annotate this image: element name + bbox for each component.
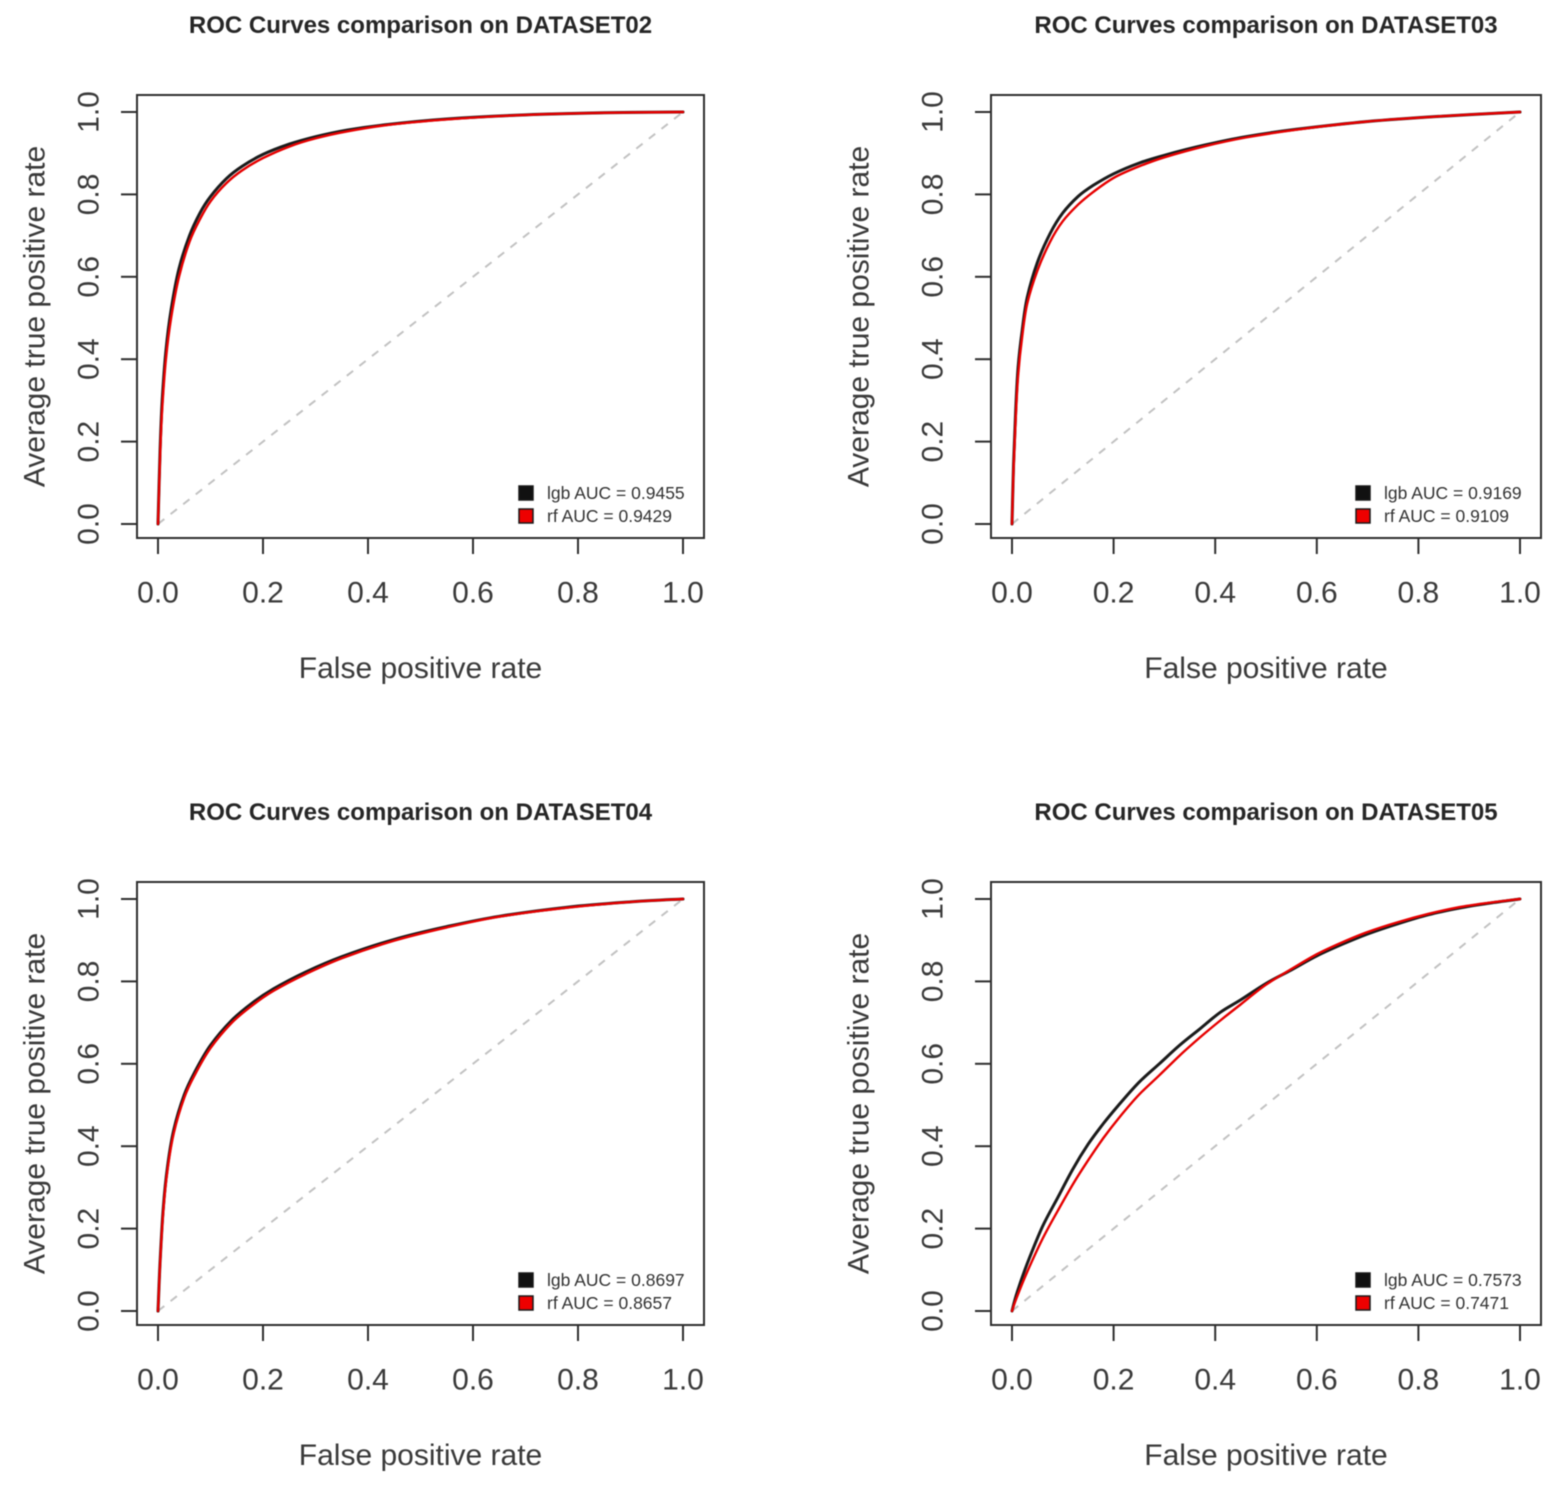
y-tick-label: 0.6 xyxy=(917,1043,950,1085)
plot-title: ROC Curves comparison on DATASET03 xyxy=(1034,12,1497,39)
x-tick-label: 0.4 xyxy=(1194,577,1236,610)
legend-label-rf: rf AUC = 0.8657 xyxy=(547,1293,672,1313)
x-axis-label: False positive rate xyxy=(1144,1439,1387,1472)
y-tick-label: 0.8 xyxy=(73,961,106,1003)
y-tick-label: 0.8 xyxy=(73,174,106,216)
y-axis-label: Average true positive rate xyxy=(843,933,876,1274)
roc-chart-svg-dataset02: 0.0 0.2 0.4 0.6 0.8 1.0 0.0 0.2 0.4 0.6 0.8 1.0 lgb … xyxy=(19,12,705,685)
x-tick-label: 0.6 xyxy=(452,1364,494,1397)
y-tick-label: 0.6 xyxy=(917,256,950,298)
roc-curve-rf xyxy=(1010,110,1522,526)
y-tick-label: 0.2 xyxy=(73,421,106,463)
x-tick-label: 0.2 xyxy=(242,1364,284,1397)
x-tick-label: 1.0 xyxy=(1499,577,1541,610)
x-tick-label: 0.0 xyxy=(137,1364,179,1397)
y-tick-label: 1.0 xyxy=(73,91,106,133)
plot-box xyxy=(990,881,1542,1326)
plot-title: ROC Curves comparison on DATASET02 xyxy=(189,12,652,39)
x-tick-label: 0.2 xyxy=(1093,577,1135,610)
x-tick-label: 1.0 xyxy=(1499,1364,1541,1397)
y-axis-label: Average true positive rate xyxy=(843,146,876,487)
x-tick-label: 0.2 xyxy=(242,577,284,610)
y-tick-label: 0.6 xyxy=(73,1043,106,1085)
plot-dataset02: 0.0 0.2 0.4 0.6 0.8 1.0 0.0 0.2 0.4 0.6 0.8 1.0 lgb … xyxy=(0,0,776,742)
plot-dataset03: 0.0 0.2 0.4 0.6 0.8 1.0 0.0 0.2 0.4 0.6 0.8 1.0 lgb … xyxy=(777,0,1553,742)
roc-curve-rf xyxy=(1010,897,1522,1313)
plot-box xyxy=(990,94,1542,539)
legend-marker-lgb xyxy=(518,1272,534,1288)
plot-box xyxy=(136,881,705,1326)
x-tick-label: 0.2 xyxy=(1093,1364,1135,1397)
y-tick-label: 0.4 xyxy=(917,338,950,380)
x-tick-label: 0.4 xyxy=(1194,1364,1236,1397)
legend-label-rf: rf AUC = 0.9429 xyxy=(547,506,672,526)
plot-dataset05: 0.0 0.2 0.4 0.6 0.8 1.0 0.0 0.2 0.4 0.6 0.8 1.0 lgb … xyxy=(777,743,1553,1485)
legend-marker-rf xyxy=(1355,1295,1371,1311)
legend-marker-lgb xyxy=(1355,1272,1371,1288)
x-tick-label: 0.0 xyxy=(991,577,1033,610)
y-tick-label: 0.4 xyxy=(917,1125,950,1167)
legend-label-lgb: lgb AUC = 0.7573 xyxy=(1384,1270,1522,1290)
y-axis-label: Average true positive rate xyxy=(19,146,52,487)
roc-chart-svg-dataset05: 0.0 0.2 0.4 0.6 0.8 1.0 0.0 0.2 0.4 0.6 0.8 1.0 lgb … xyxy=(843,799,1542,1472)
x-tick-label: 0.8 xyxy=(1398,1364,1440,1397)
x-tick-label: 0.6 xyxy=(1296,1364,1338,1397)
legend-marker-lgb xyxy=(1355,485,1371,501)
x-tick-label: 0.0 xyxy=(137,577,179,610)
y-tick-label: 0.0 xyxy=(73,1290,106,1332)
x-tick-label: 0.8 xyxy=(557,577,599,610)
legend-marker-rf xyxy=(518,508,534,524)
legend-label-lgb: lgb AUC = 0.8697 xyxy=(547,1270,685,1290)
chance-diagonal xyxy=(1011,111,1521,525)
y-tick-label: 0.8 xyxy=(917,174,950,216)
roc-curve-lgb xyxy=(1010,897,1522,1313)
x-axis-label: False positive rate xyxy=(299,1439,542,1472)
y-tick-label: 0.2 xyxy=(73,1208,106,1250)
y-tick-label: 0.8 xyxy=(917,961,950,1003)
roc-curve-rf xyxy=(156,897,685,1313)
x-tick-label: 0.6 xyxy=(452,577,494,610)
legend-marker-rf xyxy=(1355,508,1371,524)
legend-label-rf: rf AUC = 0.7471 xyxy=(1384,1293,1509,1313)
x-tick-label: 0.4 xyxy=(347,1364,389,1397)
y-tick-label: 0.0 xyxy=(917,503,950,545)
x-axis-label: False positive rate xyxy=(1144,652,1387,685)
chance-diagonal xyxy=(1011,898,1521,1312)
x-tick-label: 0.6 xyxy=(1296,577,1338,610)
plot-dataset04: 0.0 0.2 0.4 0.6 0.8 1.0 0.0 0.2 0.4 0.6 0.8 1.0 lgb … xyxy=(0,743,776,1485)
legend-marker-rf xyxy=(518,1295,534,1311)
y-tick-label: 0.0 xyxy=(73,503,106,545)
y-tick-label: 0.2 xyxy=(917,421,950,463)
x-tick-label: 0.4 xyxy=(347,577,389,610)
y-tick-label: 1.0 xyxy=(917,91,950,133)
y-tick-label: 0.4 xyxy=(73,338,106,380)
y-tick-label: 0.6 xyxy=(73,256,106,298)
y-tick-label: 0.2 xyxy=(917,1208,950,1250)
x-tick-label: 1.0 xyxy=(662,1364,704,1397)
roc-curve-rf xyxy=(156,110,685,526)
y-tick-label: 1.0 xyxy=(917,878,950,920)
x-tick-label: 0.0 xyxy=(991,1364,1033,1397)
y-axis-label: Average true positive rate xyxy=(19,933,52,1274)
x-tick-label: 0.8 xyxy=(557,1364,599,1397)
plot-title: ROC Curves comparison on DATASET05 xyxy=(1034,799,1497,826)
roc-chart-svg-dataset04: 0.0 0.2 0.4 0.6 0.8 1.0 0.0 0.2 0.4 0.6 0.8 1.0 lgb … xyxy=(19,799,705,1472)
legend-label-rf: rf AUC = 0.9109 xyxy=(1384,506,1509,526)
y-tick-label: 1.0 xyxy=(73,878,106,920)
plot-box xyxy=(136,94,705,539)
y-tick-label: 0.4 xyxy=(73,1125,106,1167)
x-axis-label: False positive rate xyxy=(299,652,542,685)
plot-title: ROC Curves comparison on DATASET04 xyxy=(189,799,653,826)
legend-marker-lgb xyxy=(518,485,534,501)
y-tick-label: 0.0 xyxy=(917,1290,950,1332)
x-tick-label: 0.8 xyxy=(1398,577,1440,610)
x-tick-label: 1.0 xyxy=(662,577,704,610)
legend-label-lgb: lgb AUC = 0.9169 xyxy=(1384,483,1522,503)
roc-chart-svg-dataset03: 0.0 0.2 0.4 0.6 0.8 1.0 0.0 0.2 0.4 0.6 0.8 1.0 lgb … xyxy=(843,12,1542,685)
legend-label-lgb: lgb AUC = 0.9455 xyxy=(547,483,685,503)
